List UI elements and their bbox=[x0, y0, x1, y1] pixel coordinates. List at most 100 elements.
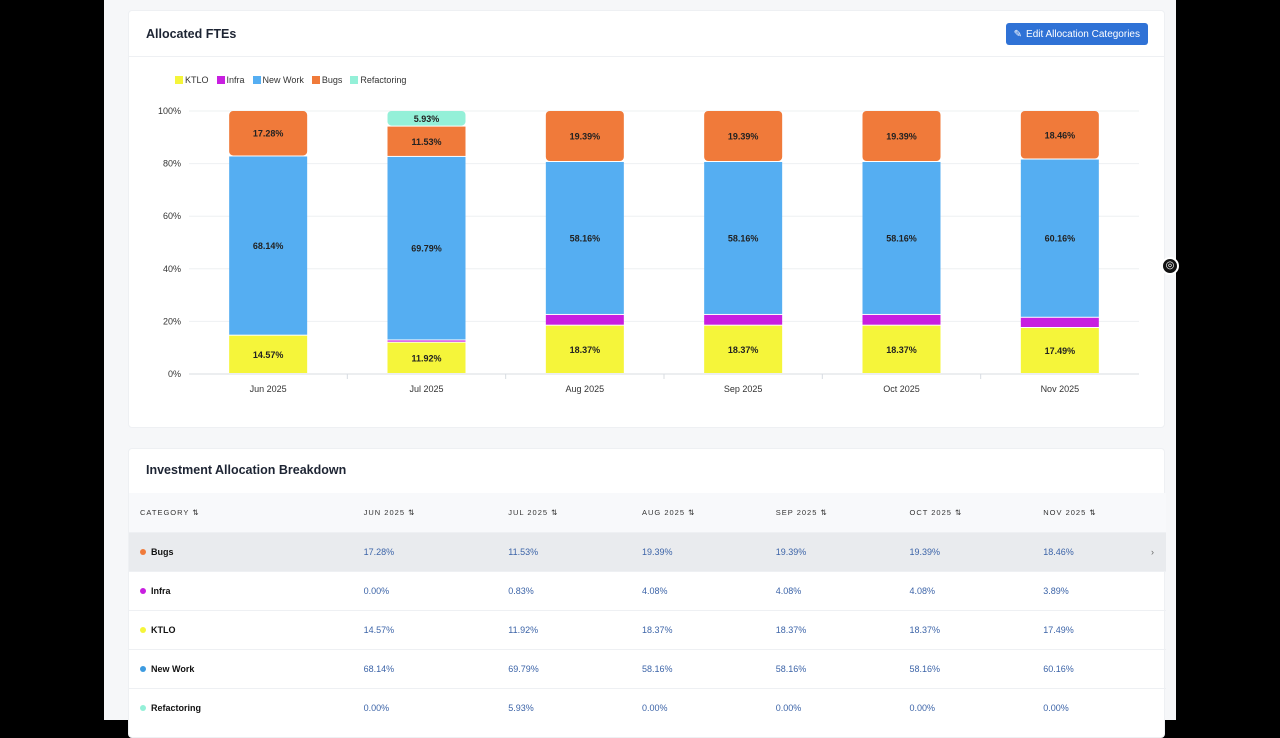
value-cell[interactable]: 18.37% bbox=[898, 609, 1033, 649]
value-cell[interactable]: 4.08% bbox=[764, 570, 899, 610]
value-cell[interactable]: 58.16% bbox=[764, 648, 899, 688]
category-name: Refactoring bbox=[151, 702, 202, 713]
x-tick-label: Sep 2025 bbox=[724, 384, 763, 394]
column-header[interactable]: JUN 2025 ⇅ bbox=[363, 493, 498, 532]
value: 0.00% bbox=[775, 702, 802, 713]
value-cell[interactable]: 5.93% bbox=[497, 687, 631, 727]
value: 0.00% bbox=[641, 702, 668, 713]
value-cell[interactable]: 11.53% bbox=[497, 531, 631, 571]
table-row[interactable]: Bugs 17.28% 11.53% 19.39% 19.39% 19.39% 18.46%… bbox=[129, 531, 1166, 571]
header-label: NOV 2025 bbox=[1043, 507, 1087, 517]
bar-segment-new-work[interactable] bbox=[862, 161, 941, 314]
value-cell[interactable]: 3.89% bbox=[1032, 570, 1166, 610]
value-cell[interactable]: 0.00% bbox=[363, 570, 498, 610]
sort-icon[interactable]: ⇅ bbox=[820, 507, 828, 517]
legend-item[interactable]: Infra bbox=[216, 75, 245, 85]
value-cell[interactable]: 14.57% bbox=[363, 609, 498, 649]
legend-item[interactable]: New Work bbox=[252, 75, 304, 85]
value: 11.92% bbox=[508, 624, 539, 635]
value-cell[interactable]: 19.39% bbox=[630, 531, 765, 571]
bar-segment-ktlo[interactable] bbox=[387, 342, 466, 373]
value-cell[interactable]: 69.79% bbox=[497, 648, 631, 688]
value-cell[interactable]: 11.92% bbox=[497, 609, 631, 649]
value-cell[interactable]: 58.16% bbox=[630, 648, 765, 688]
bar-segment-ktlo[interactable] bbox=[704, 325, 783, 373]
bar-segment-infra[interactable] bbox=[1020, 317, 1099, 328]
value: 4.08% bbox=[909, 585, 936, 596]
sort-icon[interactable]: ⇅ bbox=[1089, 507, 1097, 517]
value-cell[interactable]: 0.00% bbox=[363, 687, 498, 727]
bar-segment-infra[interactable] bbox=[862, 314, 941, 325]
bar-segment-refactoring[interactable] bbox=[387, 111, 466, 126]
bar-segment-new-work[interactable] bbox=[1020, 159, 1099, 317]
value-cell[interactable]: 4.08% bbox=[630, 570, 765, 610]
value-cell[interactable]: 4.08% bbox=[898, 570, 1033, 610]
y-tick-label: 20% bbox=[163, 316, 181, 326]
sort-icon[interactable]: ⇅ bbox=[688, 507, 696, 517]
bar-segment-bugs[interactable] bbox=[704, 111, 783, 161]
sort-icon[interactable]: ⇅ bbox=[408, 507, 416, 517]
page: Allocated FTEs ✎ Edit Allocation Categori… bbox=[104, 0, 1176, 738]
bar-segment-ktlo[interactable] bbox=[1020, 328, 1099, 373]
bar-segment-new-work[interactable] bbox=[229, 156, 308, 335]
column-header[interactable]: NOV 2025 ⇅ bbox=[1032, 493, 1166, 532]
value-cell[interactable]: 18.46% › bbox=[1032, 531, 1166, 571]
bar-segment-infra[interactable] bbox=[545, 314, 624, 325]
value: 18.37% bbox=[641, 624, 673, 635]
data-label: 17.49% bbox=[1045, 346, 1076, 356]
data-label: 58.16% bbox=[570, 233, 601, 243]
value: 60.16% bbox=[1043, 663, 1074, 674]
bar-segment-ktlo[interactable] bbox=[862, 325, 941, 373]
edit-allocation-categories-button[interactable]: ✎ Edit Allocation Categories bbox=[1005, 23, 1148, 45]
bar-segment-bugs[interactable] bbox=[862, 111, 941, 161]
bar-segment-infra[interactable] bbox=[387, 340, 466, 342]
bar-segment-new-work[interactable] bbox=[704, 161, 783, 314]
value-cell[interactable]: 19.39% bbox=[898, 531, 1033, 571]
sort-icon[interactable]: ⇅ bbox=[955, 507, 963, 517]
legend-item[interactable]: KTLO bbox=[175, 75, 209, 85]
data-label: 18.37% bbox=[728, 345, 759, 355]
legend-item[interactable]: Bugs bbox=[311, 75, 342, 85]
bar-segment-new-work[interactable] bbox=[387, 156, 466, 340]
column-header[interactable]: OCT 2025 ⇅ bbox=[898, 493, 1033, 532]
table-row[interactable]: KTLO 14.57% 11.92% 18.37% 18.37% 18.37% 17.49% bbox=[129, 609, 1166, 649]
value: 4.08% bbox=[775, 585, 802, 596]
bar-segment-ktlo[interactable] bbox=[229, 335, 308, 373]
column-header[interactable]: CATEGORY ⇅ bbox=[129, 493, 364, 532]
bar-segment-bugs[interactable] bbox=[229, 111, 308, 156]
table-row[interactable]: Refactoring 0.00% 5.93% 0.00% 0.00% 0.00% 0.00… bbox=[129, 687, 1166, 727]
sort-icon[interactable]: ⇅ bbox=[192, 507, 200, 517]
legend-swatch bbox=[252, 76, 261, 84]
value-cell[interactable]: 0.00% bbox=[630, 687, 765, 727]
value-cell[interactable]: 0.00% bbox=[1032, 687, 1166, 727]
column-header[interactable]: JUL 2025 ⇅ bbox=[497, 493, 631, 532]
value-cell[interactable]: 0.83% bbox=[497, 570, 631, 610]
value-cell[interactable]: 17.28% bbox=[363, 531, 498, 571]
bar-segment-new-work[interactable] bbox=[545, 161, 624, 314]
chevron-right-icon[interactable]: › bbox=[1151, 546, 1154, 557]
sort-icon[interactable]: ⇅ bbox=[551, 507, 559, 517]
legend-item[interactable]: Refactoring bbox=[350, 75, 406, 85]
bar-segment-ktlo[interactable] bbox=[545, 325, 624, 373]
value-cell[interactable]: 0.00% bbox=[764, 687, 899, 727]
value-cell[interactable]: 19.39% bbox=[764, 531, 899, 571]
category-name: Bugs bbox=[151, 546, 174, 557]
column-header[interactable]: SEP 2025 ⇅ bbox=[764, 493, 899, 532]
value-cell[interactable]: 18.37% bbox=[630, 609, 765, 649]
bar-segment-infra[interactable] bbox=[704, 314, 783, 325]
value-cell[interactable]: 0.00% bbox=[898, 687, 1033, 727]
value-cell[interactable]: 18.37% bbox=[764, 609, 899, 649]
table-row[interactable]: New Work 68.14% 69.79% 58.16% 58.16% 58.16% 60… bbox=[129, 648, 1166, 688]
value-cell[interactable]: 58.16% bbox=[898, 648, 1033, 688]
bar-segment-bugs[interactable] bbox=[545, 111, 624, 161]
y-tick-label: 100% bbox=[158, 106, 181, 116]
value-cell[interactable]: 17.49% bbox=[1032, 609, 1166, 649]
value-cell[interactable]: 60.16% bbox=[1032, 648, 1166, 688]
bar-segment-bugs[interactable] bbox=[1020, 111, 1099, 159]
side-widget-button[interactable]: ◎ bbox=[1161, 257, 1179, 275]
bar-segment-bugs[interactable] bbox=[387, 126, 466, 156]
table-row[interactable]: Infra 0.00% 0.83% 4.08% 4.08% 4.08% 3.89% bbox=[129, 570, 1166, 610]
value: 18.37% bbox=[775, 624, 807, 635]
value-cell[interactable]: 68.14% bbox=[363, 648, 498, 688]
column-header[interactable]: AUG 2025 ⇅ bbox=[630, 493, 765, 532]
